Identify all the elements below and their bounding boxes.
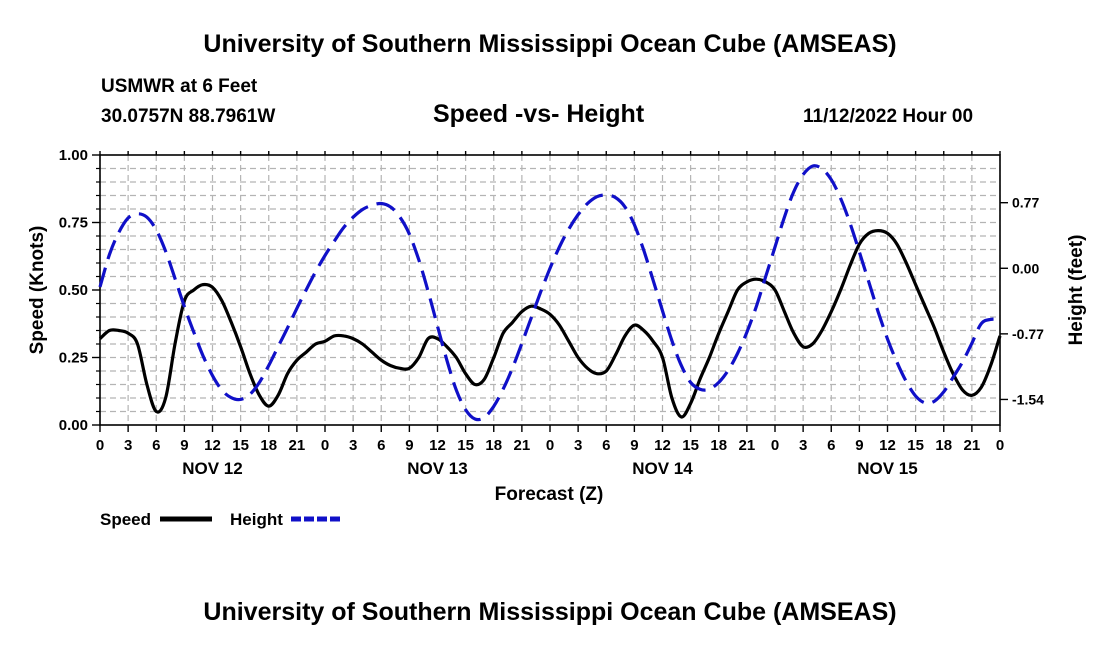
legend-label-height: Height xyxy=(230,510,283,529)
x-tick-label: 15 xyxy=(907,437,924,454)
chart-title: Speed -vs- Height xyxy=(433,100,645,128)
forecast-run-time: 11/12/2022 Hour 00 xyxy=(803,106,974,127)
x-tick-label: 12 xyxy=(879,437,896,454)
x-tick-label: 6 xyxy=(827,437,835,454)
x-tick-label: 21 xyxy=(964,437,981,454)
x-tick-label: 15 xyxy=(232,437,249,454)
x-tick-label: 12 xyxy=(429,437,446,454)
station-coordinates: 30.0757N 88.7961W xyxy=(101,106,276,127)
day-label: NOV 12 xyxy=(182,459,242,478)
x-tick-label: 9 xyxy=(855,437,863,454)
station-label: USMWR at 6 Feet xyxy=(101,76,258,97)
x-tick-label: 0 xyxy=(771,437,779,454)
y-tick-label: 1.00 xyxy=(59,147,88,164)
height-series-line xyxy=(98,164,1001,422)
y-tick-label: 0.75 xyxy=(59,215,88,232)
y2-tick-label: -0.77 xyxy=(1012,326,1044,342)
x-tick-label: 12 xyxy=(654,437,671,454)
day-label: NOV 13 xyxy=(407,459,467,478)
x-tick-label: 18 xyxy=(260,437,277,454)
x-tick-label: 15 xyxy=(457,437,474,454)
y2-tick-label: -1.54 xyxy=(1012,391,1044,407)
page-title: University of Southern Mississippi Ocean… xyxy=(203,30,897,58)
x-tick-label: 6 xyxy=(377,437,385,454)
x-axis-label: Forecast (Z) xyxy=(495,484,604,505)
x-tick-label: 9 xyxy=(405,437,413,454)
x-tick-label: 3 xyxy=(349,437,357,454)
x-tick-label: 12 xyxy=(204,437,221,454)
x-tick-label: 3 xyxy=(124,437,132,454)
x-tick-label: 18 xyxy=(710,437,727,454)
x-tick-label: 3 xyxy=(574,437,582,454)
y2-tick-label: 0.00 xyxy=(1012,260,1039,276)
y2-tick-label: 0.77 xyxy=(1012,195,1039,211)
x-tick-label: 0 xyxy=(996,437,1004,454)
x-tick-label: 9 xyxy=(180,437,188,454)
y-tick-label: 0.00 xyxy=(59,417,88,434)
day-label: NOV 15 xyxy=(857,459,917,478)
speed-series-line xyxy=(98,229,1002,419)
y-axis-label: Speed (Knots) xyxy=(27,226,48,355)
x-tick-label: 6 xyxy=(602,437,610,454)
x-tick-label: 0 xyxy=(546,437,554,454)
y-tick-label: 0.50 xyxy=(59,282,88,299)
day-label: NOV 14 xyxy=(632,459,693,478)
x-tick-label: 21 xyxy=(514,437,531,454)
x-tick-label: 21 xyxy=(739,437,756,454)
x-tick-label: 21 xyxy=(289,437,306,454)
x-tick-label: 15 xyxy=(682,437,699,454)
x-tick-label: 18 xyxy=(485,437,502,454)
legend-label-speed: Speed xyxy=(100,510,151,529)
x-tick-label: 0 xyxy=(321,437,329,454)
x-tick-label: 6 xyxy=(152,437,160,454)
x-tick-label: 0 xyxy=(96,437,104,454)
x-tick-label: 9 xyxy=(630,437,638,454)
footer-title: University of Southern Mississippi Ocean… xyxy=(203,598,897,626)
y2-axis-label: Height (feet) xyxy=(1066,235,1087,346)
y-tick-label: 0.25 xyxy=(59,350,88,367)
x-tick-label: 3 xyxy=(799,437,807,454)
x-tick-label: 18 xyxy=(935,437,952,454)
